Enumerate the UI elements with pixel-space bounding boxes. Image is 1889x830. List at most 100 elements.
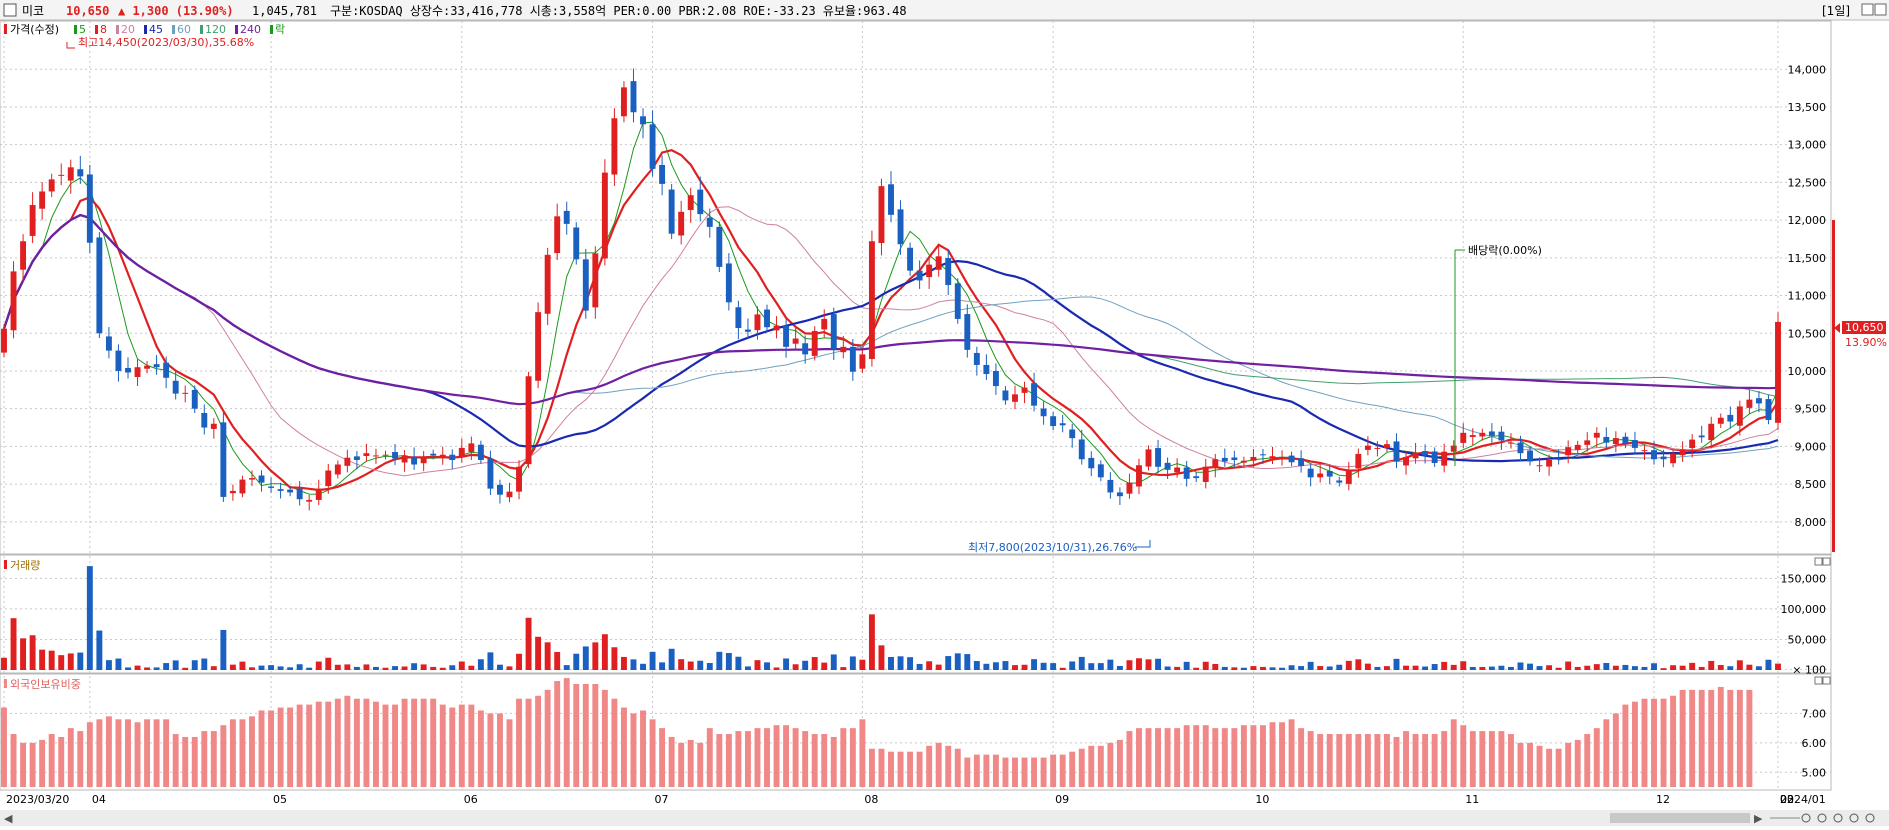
horizontal-scrollbar[interactable] [0, 810, 1889, 826]
foreign-bar [86, 722, 93, 787]
foreign-bar [1431, 734, 1438, 787]
current-price-marker: 10,650 13.90% [1832, 220, 1887, 552]
volume-bar [1593, 664, 1600, 670]
scroll-right-icon[interactable]: ▶ [1754, 812, 1763, 825]
candle [182, 385, 189, 403]
candle [96, 232, 103, 339]
volume-bar [1384, 666, 1390, 670]
foreign-bar [163, 719, 170, 787]
maximize-icon[interactable] [1874, 3, 1887, 16]
foreign-bar [239, 719, 246, 787]
candle [1174, 458, 1181, 478]
candle [525, 371, 532, 469]
foreign-bar [1307, 731, 1314, 787]
ma-legend-swatch [144, 25, 147, 34]
candle [1469, 428, 1476, 446]
foreign-bar [1164, 728, 1171, 787]
volume-bar [830, 654, 837, 670]
foreign-panel-close-icon[interactable] [1822, 676, 1831, 685]
candle [744, 318, 751, 339]
foreign-bar [830, 736, 837, 787]
candle [163, 356, 170, 389]
volume-bar [764, 662, 770, 670]
volume-bar [811, 657, 818, 670]
foreign-bar [659, 728, 666, 787]
candle [935, 244, 942, 277]
volume-bar [77, 652, 84, 670]
candle [1145, 445, 1152, 471]
zoom-in-icon[interactable] [1801, 813, 1811, 823]
foreign-bar [1670, 695, 1677, 787]
volume-bar [582, 646, 589, 670]
foreign-bar [201, 731, 208, 787]
x-tick-label: 05 [273, 793, 287, 806]
candle [401, 450, 408, 472]
foreign-bar [1298, 728, 1305, 787]
volume-panel-minimize-icon[interactable] [1814, 557, 1823, 566]
volume-bar [1069, 661, 1076, 670]
candle [1593, 427, 1600, 448]
volume-bar [954, 653, 961, 670]
foreign-bar [1631, 701, 1638, 787]
foreign-bar [115, 719, 122, 787]
zoom-fit-icon[interactable] [1849, 813, 1859, 823]
volume-bar [773, 667, 780, 670]
candle [954, 278, 961, 324]
candle [1260, 448, 1266, 465]
candle [1221, 448, 1228, 467]
volume-bar [1584, 665, 1591, 670]
candle [134, 359, 141, 386]
volume-bar [802, 660, 809, 670]
volume-bar [468, 665, 475, 670]
candle [1288, 451, 1295, 467]
candle [325, 463, 332, 494]
foreign-bar [10, 734, 17, 787]
volume-bar [1469, 666, 1476, 670]
zoom-reset-icon[interactable] [1833, 813, 1843, 823]
dividend-annotation-text: 배당락(0.00%) [1468, 244, 1542, 257]
candle [506, 482, 513, 503]
candle [888, 171, 894, 223]
foreign-bar [973, 754, 980, 787]
zoom-out-icon[interactable] [1817, 813, 1827, 823]
volume-bar [1689, 662, 1696, 670]
foreign-bar [39, 739, 46, 787]
candle [1641, 444, 1648, 461]
candle [1603, 427, 1610, 449]
foreign-bar [1050, 754, 1057, 787]
foreign-bar [849, 728, 856, 787]
candle [535, 302, 542, 389]
volume-bar [783, 658, 790, 670]
volume-bar [96, 630, 103, 670]
foreign-bar [1317, 734, 1324, 787]
candle [1202, 458, 1209, 489]
minimize-icon[interactable] [1861, 3, 1874, 16]
foreign-bar [1040, 757, 1047, 787]
foreign-panel-minimize-icon[interactable] [1814, 676, 1823, 685]
price-tick-label: 12,000 [1788, 214, 1827, 227]
scroll-left-icon[interactable]: ◀ [4, 812, 13, 825]
candle [48, 173, 55, 198]
foreign-bar [1641, 698, 1648, 787]
volume-bar [1631, 666, 1638, 670]
scroll-thumb[interactable] [1610, 813, 1750, 823]
volume-panel-close-icon[interactable] [1822, 557, 1831, 566]
candle [1412, 443, 1419, 464]
volume-bar [1136, 658, 1142, 670]
volume-bar [315, 661, 322, 670]
foreign-bar [1469, 731, 1476, 787]
volume-bar [10, 618, 17, 670]
zoom-settings-icon[interactable] [1865, 813, 1875, 823]
foreign-bar [792, 728, 799, 787]
foreign-bar [1384, 734, 1390, 787]
period-selector[interactable]: [1일] [1822, 4, 1850, 18]
foreign-bar [439, 704, 446, 787]
volume-bar [716, 651, 723, 670]
foreign-bar [1651, 698, 1657, 787]
foreign-bar [1, 707, 7, 787]
candle [601, 159, 608, 266]
window-menu-icon[interactable] [3, 3, 17, 17]
candle [620, 81, 627, 123]
volume-bar [735, 656, 742, 670]
foreign-bar [353, 698, 360, 787]
